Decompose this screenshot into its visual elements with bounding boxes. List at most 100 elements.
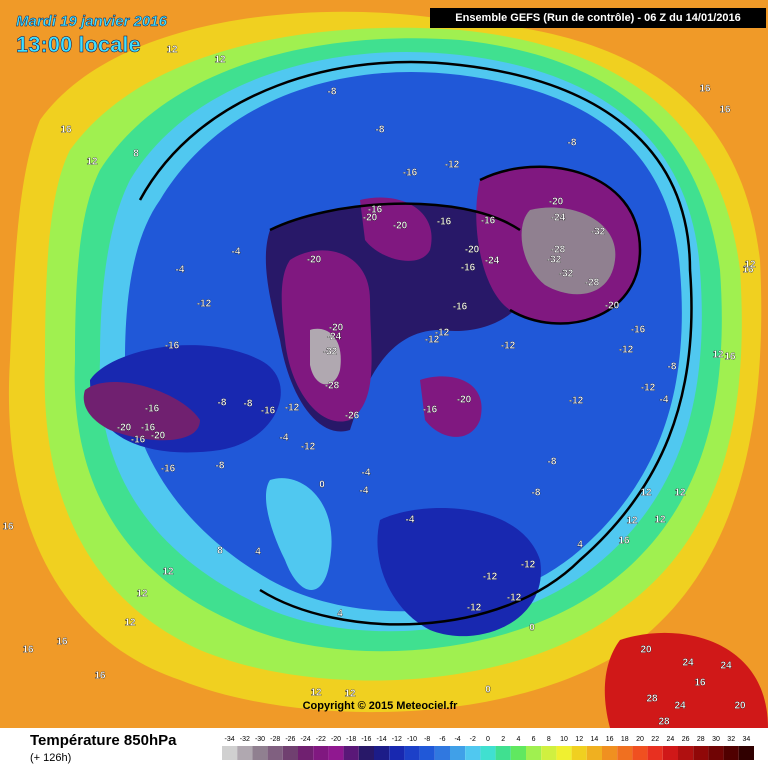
legend-swatch — [723, 746, 739, 760]
legend-swatch — [222, 746, 238, 760]
legend-tick-label: 32 — [727, 736, 735, 743]
contour-label: 16 — [694, 678, 706, 689]
contour-label: -20 — [465, 245, 480, 256]
legend-swatch — [404, 746, 420, 760]
legend-tick-label: -32 — [240, 736, 250, 743]
legend-tick-label: -10 — [407, 736, 417, 743]
contour-label: -8 — [328, 87, 337, 98]
contour-label: 12 — [310, 688, 322, 699]
legend-swatch — [389, 746, 405, 760]
contour-label: -12 — [197, 299, 212, 310]
legend-swatch — [419, 746, 435, 760]
legend-swatch — [647, 746, 663, 760]
zone-darkblue-south — [377, 508, 541, 637]
contour-label: -16 — [261, 406, 276, 417]
legend-tick-label: -24 — [301, 736, 311, 743]
contour-label: -8 — [668, 362, 677, 373]
contour-label: 0 — [529, 623, 535, 634]
contour-label: 24 — [720, 661, 732, 672]
legend-swatch — [252, 746, 268, 760]
legend-swatch — [738, 746, 754, 760]
legend-tick-label: -30 — [255, 736, 265, 743]
legend-swatch — [374, 746, 390, 760]
contour-label: -4 — [660, 395, 669, 406]
contour-label: -20 — [117, 423, 132, 434]
contour-label: -16 — [141, 423, 156, 434]
contour-label: 12 — [162, 567, 174, 578]
contour-label: -28 — [325, 381, 340, 392]
run-info: Ensemble GEFS (Run de contrôle) - 06 Z d… — [455, 12, 740, 24]
contour-label: 16 — [742, 265, 754, 276]
legend-swatch — [602, 746, 618, 760]
legend-tick-label: -26 — [285, 736, 295, 743]
contour-label: -28 — [585, 278, 600, 289]
legend-tick-label: -20 — [331, 736, 341, 743]
contour-label: 4 — [337, 609, 343, 620]
contour-label: 12 — [674, 488, 686, 499]
contour-label: -12 — [507, 593, 522, 604]
legend-swatch — [678, 746, 694, 760]
legend-tick-label: -28 — [270, 736, 280, 743]
legend-swatch — [358, 746, 374, 760]
contour-label: 0 — [485, 685, 491, 696]
legend-swatch — [313, 746, 329, 760]
contour-label: -28 — [551, 245, 566, 256]
legend-swatch — [510, 746, 526, 760]
contour-label: 16 — [618, 536, 630, 547]
contour-label: -20 — [307, 255, 322, 266]
legend-tick-label: -34 — [225, 736, 235, 743]
footer-title: Température 850hPa — [30, 732, 177, 749]
contour-label: -16 — [423, 405, 438, 416]
contour-label: 28 — [658, 717, 670, 728]
contour-minus20 — [269, 165, 642, 325]
legend-swatch — [632, 746, 648, 760]
contour-label: -16 — [631, 325, 646, 336]
zone-purple-west — [83, 381, 200, 441]
contour-label: 24 — [674, 701, 686, 712]
contour-label: 12 — [626, 516, 638, 527]
contour-label: 8 — [217, 546, 223, 557]
contour-label: -12 — [619, 345, 634, 356]
legend-tick-label: -12 — [392, 736, 402, 743]
legend-swatch — [708, 746, 724, 760]
contour-label: -16 — [437, 217, 452, 228]
legend-swatch — [586, 746, 602, 760]
legend-swatch — [617, 746, 633, 760]
contour-label: -8 — [376, 125, 385, 136]
copyright: Copyright © 2015 Meteociel.fr — [303, 700, 459, 712]
contour-label: -12 — [467, 603, 482, 614]
contour-label: -16 — [165, 341, 180, 352]
contour-label: -24 — [551, 213, 566, 224]
contour-label: -12 — [569, 396, 584, 407]
contour-label: -16 — [368, 205, 383, 216]
legend-tick-label: -2 — [470, 736, 476, 743]
contour-label: 12 — [214, 55, 226, 66]
contour-label: -8 — [244, 399, 253, 410]
contour-label: -32 — [559, 269, 574, 280]
contour-label: -32 — [591, 227, 606, 238]
contour-label: -12 — [301, 442, 316, 453]
legend-tick-label: -22 — [316, 736, 326, 743]
legend-tick-label: 18 — [621, 736, 629, 743]
zone-purple-mid — [420, 376, 482, 437]
legend-tick-label: -18 — [346, 736, 356, 743]
contour-label: 20 — [640, 645, 652, 656]
legend-tick-label: 12 — [575, 736, 583, 743]
contour-label: -12 — [641, 383, 656, 394]
contour-label: -12 — [285, 403, 300, 414]
legend-tick-label: 10 — [560, 736, 568, 743]
legend-swatch — [571, 746, 587, 760]
legend-swatch — [526, 746, 542, 760]
legend-swatch — [465, 746, 481, 760]
legend-tick-label: 8 — [547, 736, 551, 743]
legend-tick-label: 16 — [606, 736, 614, 743]
contour-label: -24 — [485, 256, 500, 267]
contour-zero — [138, 60, 693, 626]
contour-label: 12 — [86, 157, 98, 168]
contour-label: -16 — [161, 464, 176, 475]
legend-tick-label: 6 — [532, 736, 536, 743]
contour-label: 4 — [577, 540, 583, 551]
contour-label: 12 — [744, 260, 756, 271]
contour-label: 16 — [22, 645, 34, 656]
legend-tick-label: -6 — [439, 736, 445, 743]
